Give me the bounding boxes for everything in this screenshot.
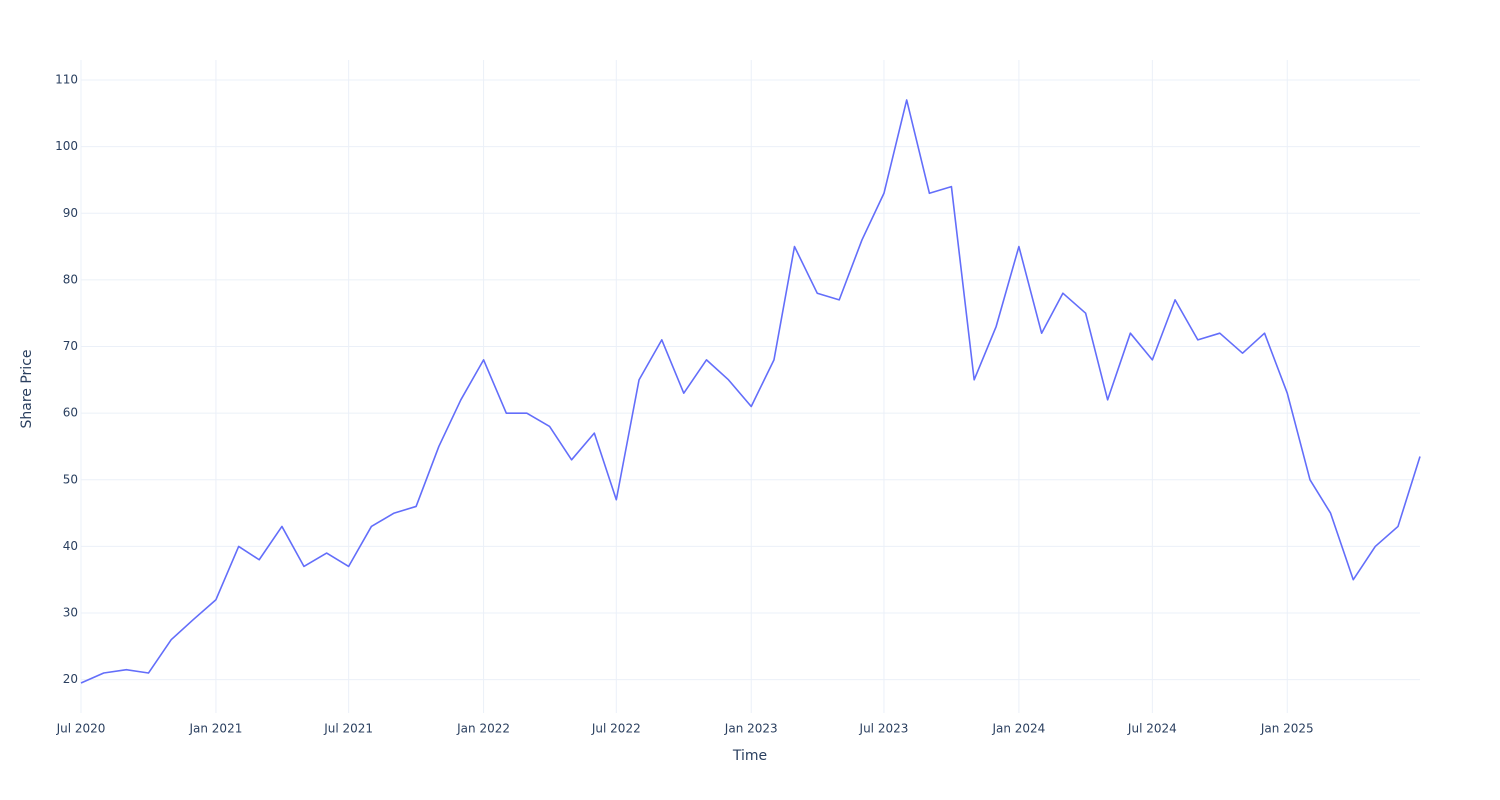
x-tick-label: Jul 2024: [1127, 722, 1177, 736]
price-line: [80, 99, 1421, 684]
y-tick-label: 50: [63, 472, 78, 486]
y-tick-label: 80: [63, 272, 78, 286]
y-tick-label: 90: [63, 206, 78, 220]
y-tick-label: 100: [55, 139, 78, 153]
y-tick-label: 70: [63, 339, 78, 353]
y-tick-label: 60: [63, 406, 78, 420]
x-tick-label: Jul 2020: [56, 722, 106, 736]
x-tick-label: Jan 2022: [456, 722, 510, 736]
y-tick-label: 30: [63, 606, 78, 620]
y-tick-label: 110: [55, 72, 78, 86]
x-tick-label: Jan 2021: [188, 722, 242, 736]
x-tick-label: Jan 2023: [724, 722, 778, 736]
x-tick-label: Jan 2025: [1260, 722, 1314, 736]
y-axis-title: Share Price: [19, 349, 35, 428]
x-axis-title: Time: [732, 748, 767, 764]
y-tick-label: 40: [63, 539, 78, 553]
x-tick-label: Jul 2023: [859, 722, 909, 736]
x-tick-label: Jul 2021: [323, 722, 373, 736]
y-tick-label: 20: [63, 672, 78, 686]
x-tick-label: Jan 2024: [991, 722, 1045, 736]
x-tick-label: Jul 2022: [591, 722, 641, 736]
